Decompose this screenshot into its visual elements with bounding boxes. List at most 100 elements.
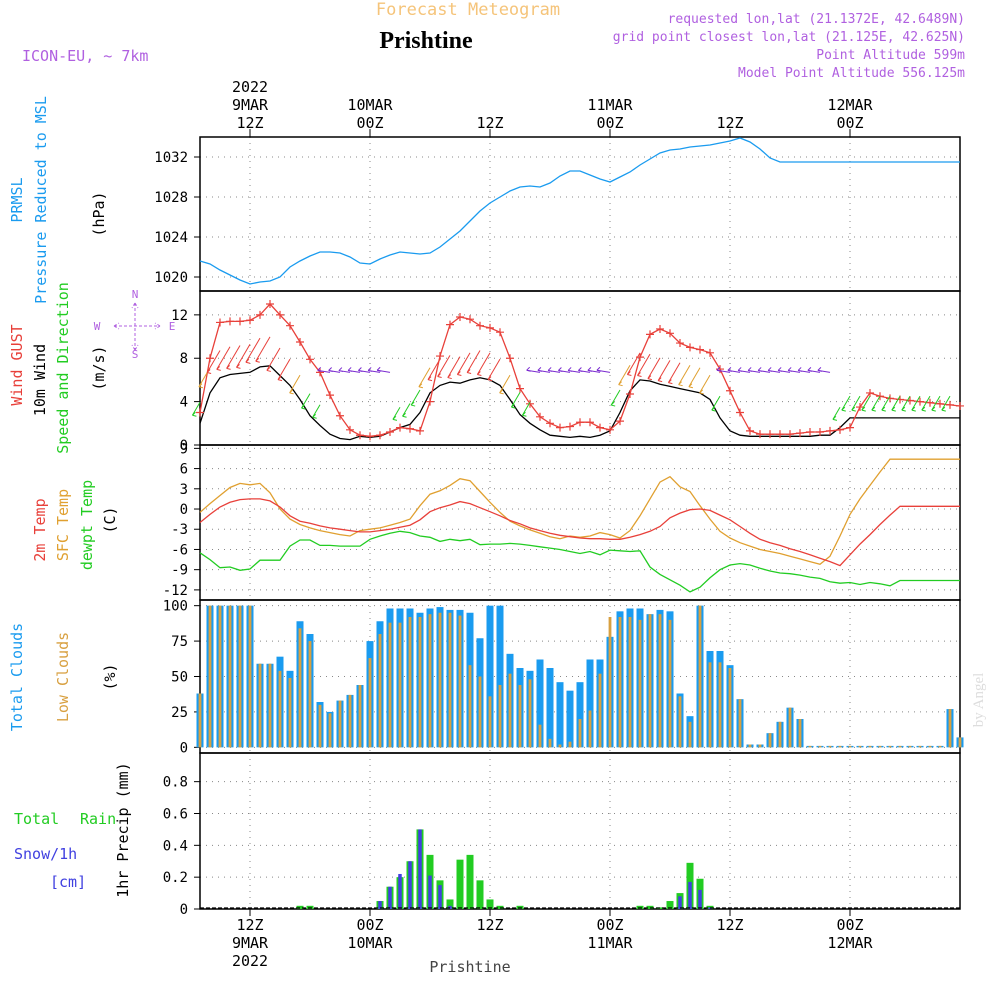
snow-bar <box>428 875 432 909</box>
wind-arrowhead <box>427 376 433 382</box>
wind-arrowhead <box>767 367 773 372</box>
top-hour-label: 12Z <box>476 114 503 132</box>
wind-arrowhead <box>610 401 616 407</box>
wind-arrow <box>626 352 641 375</box>
compass-e: E <box>169 320 176 333</box>
wind-arrow <box>289 374 301 394</box>
temp-label-2m: 2m Temp <box>31 498 49 561</box>
wind-arrowhead <box>547 367 553 372</box>
y-tick-label: 6 <box>180 462 188 478</box>
wind-arrowhead <box>522 411 527 417</box>
temp-label-dewpt: dewpt Temp <box>78 480 96 570</box>
wind-arrowhead <box>367 367 373 372</box>
wind-arrowhead <box>596 366 602 372</box>
wind-arrowhead <box>198 383 204 389</box>
rain-bar <box>456 859 464 909</box>
gust-marker <box>386 427 394 436</box>
cloud-unit: (%) <box>101 663 119 690</box>
panel-frame <box>199 136 961 292</box>
wind-arrow <box>901 395 911 411</box>
y-tick-label: 50 <box>171 670 188 686</box>
total-cloud-bar <box>586 659 594 748</box>
wind-arrowhead <box>499 389 504 395</box>
top-date-label: 11MAR <box>587 96 633 114</box>
gust-marker <box>586 418 594 427</box>
wind-arrowhead <box>402 412 407 418</box>
wind-arrowhead <box>537 367 543 372</box>
y-tick-label: -12 <box>163 583 188 599</box>
snow-bar <box>388 886 392 909</box>
low-cloud-bar <box>458 615 462 748</box>
gust-marker <box>526 399 534 408</box>
gust-marker <box>476 321 484 330</box>
low-cloud-bar <box>268 663 272 748</box>
gust-marker <box>436 352 444 361</box>
wind-arrowhead <box>466 369 472 374</box>
gust-marker <box>816 427 824 436</box>
gust-marker <box>766 430 774 439</box>
low-cloud-bar <box>488 696 492 748</box>
gust-marker <box>866 388 874 397</box>
wind-arrowhead <box>627 371 632 376</box>
low-cloud-bar <box>518 685 522 748</box>
gust-marker <box>746 426 754 435</box>
gust-marker <box>246 316 254 325</box>
wind-arrowhead <box>376 366 382 372</box>
low-cloud-bar <box>728 668 732 748</box>
gust-marker <box>836 425 844 434</box>
wind-arrowhead <box>871 406 876 412</box>
wind-arrowhead <box>312 413 317 419</box>
low-cloud-bar <box>738 699 742 748</box>
low-cloud-bar <box>198 693 202 748</box>
wind-arrow <box>657 360 671 381</box>
wind-arrowhead <box>289 389 294 395</box>
gust-marker <box>296 337 304 346</box>
watermark: by Angel <box>971 673 987 728</box>
y-tick-label: 1020 <box>154 270 188 286</box>
wind-arrowhead <box>338 367 344 373</box>
wind-arrow <box>647 357 661 379</box>
gust-marker <box>566 422 574 431</box>
low-cloud-bar <box>338 700 342 748</box>
y-tick-label: 12 <box>171 308 188 324</box>
clouds-panel: 0 25 50 75 100 <box>163 599 964 756</box>
gust-marker <box>776 430 784 439</box>
y-tick-label: 1032 <box>154 150 188 166</box>
wind-arrowhead <box>688 383 694 389</box>
wind-arrowhead <box>901 406 906 412</box>
low-cloud-bar <box>238 605 242 748</box>
wind-arrow <box>236 344 251 368</box>
snow-bar <box>698 889 702 909</box>
compass-w: W <box>94 320 101 333</box>
wind-arrow <box>618 365 631 385</box>
low-cloud-bar <box>528 679 532 748</box>
low-cloud-bar <box>778 721 782 748</box>
bottom-date-label: 10MAR <box>347 934 393 952</box>
rain-bar <box>466 854 474 909</box>
wind-arrow <box>418 367 431 387</box>
compass-icon <box>113 302 161 351</box>
wind-arrowhead <box>347 367 353 372</box>
y-tick-label: 75 <box>171 634 188 650</box>
low-cloud-bar <box>698 605 702 748</box>
gust-marker <box>666 329 674 338</box>
low-cloud-bar <box>938 745 942 748</box>
low-cloud-bar <box>868 745 872 748</box>
low-cloud-bar <box>418 617 422 748</box>
gust-marker <box>346 425 354 434</box>
y-tick-label: 1024 <box>154 230 188 246</box>
gust-marker <box>456 313 464 322</box>
pressure-label-prmsl: PRMSL <box>8 177 26 222</box>
requested-coords: requested lon,lat (21.1372E, 42.6489N) <box>668 12 965 27</box>
panel-side-labels: PRMSL Pressure Reduced to MSL (hPa) Wind GU… <box>8 96 175 898</box>
low-cloud-bar <box>368 658 372 748</box>
wind-arrow <box>667 362 681 383</box>
wind-speed-line <box>199 365 960 441</box>
wind-arrowhead <box>558 367 563 372</box>
model-altitude: Model Point Altitude 556.125m <box>738 66 965 81</box>
low-cloud-bar <box>908 745 912 748</box>
gust-marker <box>216 318 224 327</box>
wind-unit: (m/s) <box>90 345 108 390</box>
wind-arrowhead <box>797 367 803 372</box>
low-cloud-bar <box>448 612 452 748</box>
